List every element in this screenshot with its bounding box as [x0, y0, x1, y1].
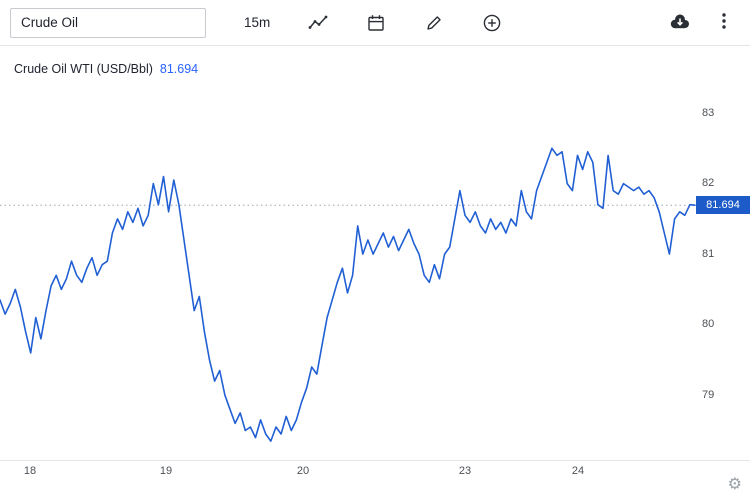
- time-axis-label: 23: [458, 465, 472, 477]
- chart-legend: Crude Oil WTI (USD/Bbl) 81.694: [14, 62, 198, 76]
- price-axis-label: 79: [702, 388, 715, 401]
- legend-title: Crude Oil WTI (USD/Bbl): [14, 62, 153, 76]
- pencil-icon: [424, 13, 444, 33]
- symbol-search-input[interactable]: [10, 7, 206, 38]
- price-axis[interactable]: 83 82 81 80 79: [695, 46, 750, 460]
- price-axis-label: 82: [702, 177, 715, 190]
- chart-type-button[interactable]: [304, 9, 332, 37]
- draw-button[interactable]: [420, 9, 448, 37]
- price-line-series: [0, 147, 696, 442]
- calendar-button[interactable]: [362, 9, 390, 37]
- toolbar: 15m: [0, 0, 750, 46]
- line-chart-icon: [308, 13, 328, 33]
- time-axis-label: 18: [23, 465, 37, 477]
- more-options-button[interactable]: [710, 7, 738, 38]
- price-axis-label: 80: [702, 318, 715, 331]
- price-axis-label: 83: [702, 106, 715, 119]
- gear-icon: ⚙: [727, 474, 742, 493]
- time-axis-label: 20: [296, 465, 310, 477]
- time-axis-label: 24: [571, 465, 585, 477]
- chart-canvas[interactable]: [0, 46, 750, 494]
- axis-settings-button[interactable]: ⚙: [728, 476, 742, 492]
- time-axis[interactable]: 18 19 20 23 24: [0, 460, 695, 494]
- calendar-icon: [366, 13, 386, 33]
- legend-value: 81.694: [159, 62, 199, 76]
- price-axis-label: 81: [702, 247, 715, 260]
- interval-button[interactable]: 15m: [240, 11, 274, 34]
- time-axis-separator: [0, 460, 750, 461]
- time-axis-label: 19: [159, 465, 173, 477]
- current-price-badge: 81.694: [696, 196, 750, 215]
- plus-circle-icon: [482, 13, 502, 33]
- download-button[interactable]: [664, 6, 696, 39]
- cloud-download-icon: [668, 10, 692, 35]
- add-indicator-button[interactable]: [478, 9, 506, 37]
- kebab-menu-icon: [714, 11, 734, 34]
- chart-area: Crude Oil WTI (USD/Bbl) 81.694 83 82 81 80 79…: [0, 46, 750, 494]
